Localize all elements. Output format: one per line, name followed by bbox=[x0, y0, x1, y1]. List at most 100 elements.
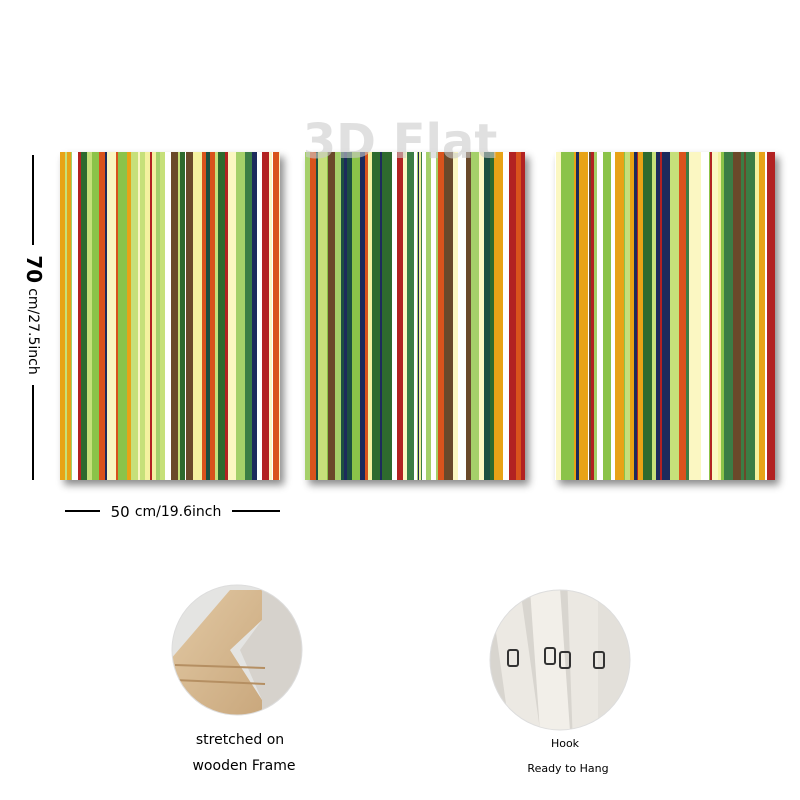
stripe bbox=[87, 152, 92, 480]
width-label: 50 cm/19.6inch bbox=[111, 502, 222, 521]
stripe bbox=[382, 152, 388, 480]
stripe bbox=[709, 152, 710, 480]
stripe bbox=[397, 152, 398, 480]
stripe bbox=[138, 152, 140, 480]
stripe bbox=[418, 152, 419, 480]
stripe bbox=[116, 152, 118, 480]
stripe bbox=[346, 152, 347, 480]
stripe bbox=[305, 152, 310, 480]
stripe bbox=[503, 152, 509, 480]
stripe bbox=[156, 152, 157, 480]
stripe bbox=[637, 152, 638, 480]
stripe bbox=[145, 152, 150, 480]
stripe bbox=[422, 152, 426, 480]
stripe bbox=[157, 152, 160, 480]
stripe bbox=[92, 152, 99, 480]
stripe bbox=[466, 152, 471, 480]
stripe bbox=[597, 152, 603, 480]
stripe bbox=[755, 152, 759, 480]
stripe bbox=[556, 152, 561, 480]
stripe bbox=[150, 152, 152, 480]
stripe bbox=[638, 152, 643, 480]
stripe bbox=[186, 152, 193, 480]
stripe bbox=[107, 152, 116, 480]
height-unit: cm/27.5inch bbox=[25, 288, 41, 375]
stripe bbox=[180, 152, 185, 480]
stripe bbox=[360, 152, 365, 480]
stripe bbox=[225, 152, 228, 480]
stripe bbox=[152, 152, 156, 480]
stripe bbox=[471, 152, 479, 480]
canvas-panel bbox=[555, 152, 775, 480]
stripe bbox=[215, 152, 218, 480]
stripe bbox=[118, 152, 127, 480]
stripe bbox=[328, 152, 335, 480]
stripe bbox=[193, 152, 202, 480]
stripe bbox=[210, 152, 215, 480]
watermark: 3D Flat bbox=[303, 114, 498, 170]
stripe bbox=[262, 152, 269, 480]
stripe bbox=[701, 152, 709, 480]
stripe bbox=[352, 152, 360, 480]
stripe bbox=[279, 152, 280, 480]
stripe bbox=[741, 152, 744, 480]
stripe bbox=[662, 152, 670, 480]
stripe bbox=[712, 152, 718, 480]
stripe bbox=[490, 152, 494, 480]
stripe bbox=[521, 152, 525, 480]
stripe bbox=[252, 152, 257, 480]
stripe bbox=[746, 152, 755, 480]
stripe bbox=[765, 152, 767, 480]
width-number: 50 bbox=[111, 503, 130, 521]
stripe bbox=[99, 152, 105, 480]
stripe bbox=[561, 152, 567, 480]
stripe bbox=[516, 152, 521, 480]
stripe bbox=[417, 152, 418, 480]
stripe bbox=[431, 152, 436, 480]
stripe bbox=[630, 152, 634, 480]
stripe bbox=[67, 152, 71, 480]
stripe bbox=[718, 152, 721, 480]
stripe bbox=[105, 152, 107, 480]
stripe bbox=[436, 152, 438, 480]
stripe bbox=[759, 152, 765, 480]
stripe bbox=[310, 152, 316, 480]
feature-caption: Hook bbox=[551, 737, 580, 750]
stripe bbox=[347, 152, 352, 480]
stripe bbox=[660, 152, 662, 480]
stripe bbox=[574, 152, 576, 480]
stripe bbox=[65, 152, 67, 480]
stripe bbox=[679, 152, 686, 480]
stripe bbox=[611, 152, 615, 480]
stripe bbox=[392, 152, 397, 480]
feature-caption: wooden Frame bbox=[192, 758, 295, 774]
stripe bbox=[670, 152, 675, 480]
stripe bbox=[744, 152, 746, 480]
stripe bbox=[594, 152, 597, 480]
stripe bbox=[171, 152, 178, 480]
stripe bbox=[697, 152, 701, 480]
canvas-panels bbox=[60, 152, 775, 480]
stripe bbox=[509, 152, 516, 480]
stripe bbox=[372, 152, 380, 480]
stripe bbox=[245, 152, 252, 480]
stripe bbox=[72, 152, 78, 480]
stripe bbox=[407, 152, 414, 480]
stripe bbox=[588, 152, 589, 480]
stripe bbox=[567, 152, 574, 480]
stripe bbox=[131, 152, 138, 480]
stripe bbox=[453, 152, 458, 480]
stripe bbox=[589, 152, 591, 480]
stripe bbox=[228, 152, 236, 480]
stripe bbox=[421, 152, 422, 480]
stripe bbox=[579, 152, 588, 480]
stripe bbox=[60, 152, 65, 480]
stripe bbox=[403, 152, 407, 480]
stripe bbox=[652, 152, 656, 480]
stripe bbox=[185, 152, 186, 480]
stripe bbox=[368, 152, 369, 480]
stripe bbox=[160, 152, 165, 480]
stripe bbox=[341, 152, 344, 480]
stripe bbox=[380, 152, 382, 480]
height-label: 70 cm/27.5inch bbox=[23, 255, 47, 375]
